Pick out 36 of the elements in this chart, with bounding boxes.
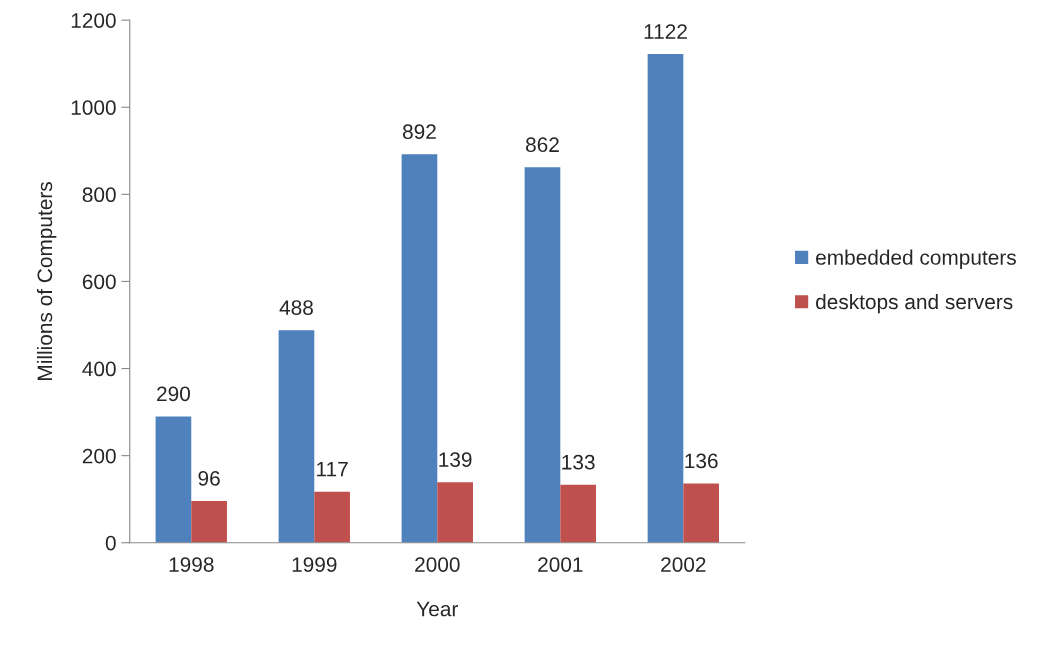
x-tick-label: 1998 xyxy=(169,557,214,572)
x-tick-label: 2001 xyxy=(538,557,583,572)
data-label: 488 xyxy=(279,300,313,315)
data-label: 1122 xyxy=(644,24,687,39)
bar xyxy=(524,167,561,543)
y-tick-label: 800 xyxy=(82,187,116,203)
x-tick-label: 1999 xyxy=(292,557,337,572)
y-tick-label: 600 xyxy=(82,274,116,290)
x-tick-label: 2000 xyxy=(415,557,460,572)
bar xyxy=(647,54,684,543)
bar xyxy=(683,483,719,543)
y-tick-label: 400 xyxy=(82,361,116,377)
y-tick-label: 200 xyxy=(82,448,116,464)
x-axis-title: Year xyxy=(416,601,459,617)
data-label: 290 xyxy=(157,386,190,402)
y-tick-label: 0 xyxy=(105,535,116,551)
legend-label: embedded computers xyxy=(816,249,1016,269)
y-tick-label: 1200 xyxy=(71,13,116,28)
data-label: 133 xyxy=(562,454,595,470)
x-tick-label: 2002 xyxy=(661,557,706,572)
bar xyxy=(191,500,227,543)
y-axis-title: Millions of Computers xyxy=(36,182,57,380)
data-label: 117 xyxy=(317,462,348,477)
bar xyxy=(155,416,192,543)
bar xyxy=(437,482,473,543)
data-label: 96 xyxy=(198,470,220,486)
bar xyxy=(278,330,315,543)
y-tick-label: 1000 xyxy=(71,100,116,115)
data-label: 862 xyxy=(526,137,559,153)
bar xyxy=(560,484,596,543)
data-label: 136 xyxy=(685,453,718,469)
bar xyxy=(314,491,350,543)
bar xyxy=(401,154,438,543)
legend-label: desktops and servers xyxy=(816,293,1013,314)
data-label: 139 xyxy=(439,452,472,467)
data-label: 892 xyxy=(402,124,436,140)
